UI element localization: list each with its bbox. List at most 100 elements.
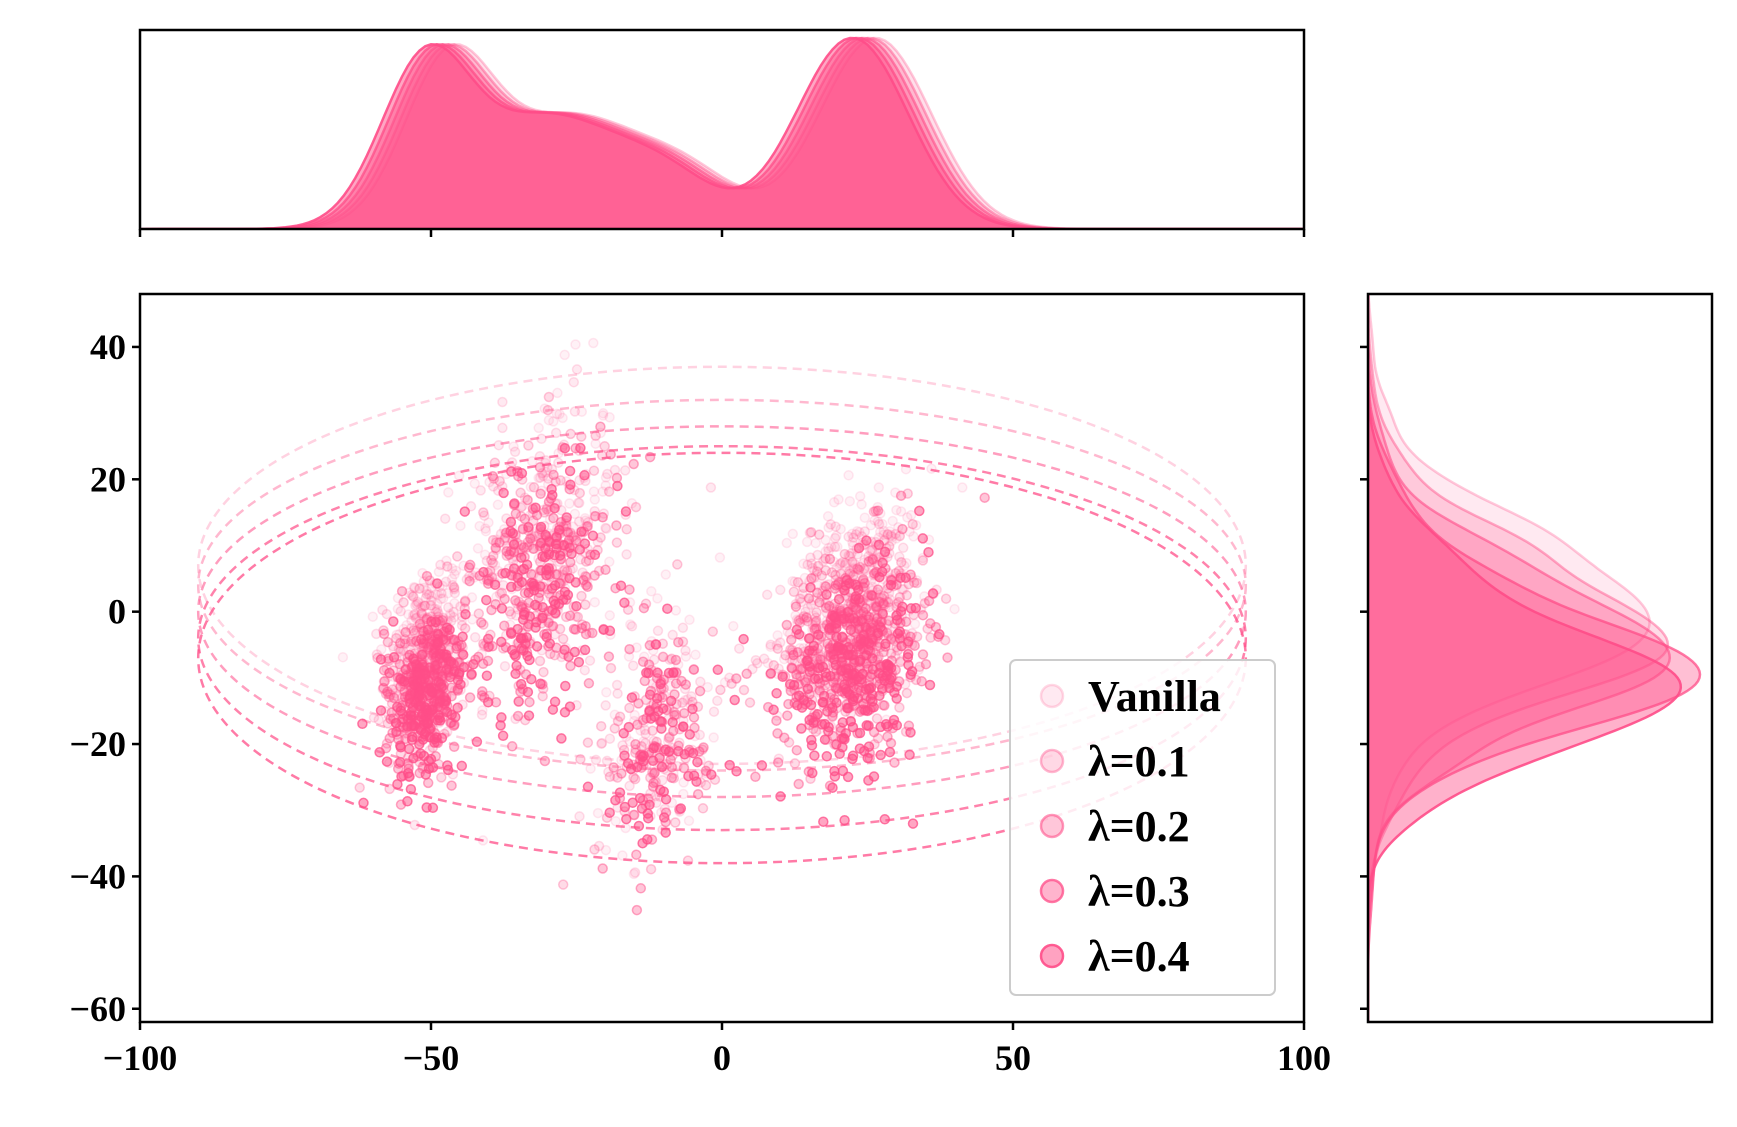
scatter-point <box>675 803 687 814</box>
scatter-point <box>564 701 576 712</box>
scatter-point <box>393 643 405 655</box>
scatter-point <box>841 686 853 698</box>
scatter-point <box>391 690 403 702</box>
scatter-point <box>868 611 880 623</box>
scatter-point <box>789 758 801 769</box>
scatter-point <box>381 756 393 767</box>
scatter-point <box>391 726 402 737</box>
scatter-point <box>612 772 623 783</box>
scatter-point <box>484 476 495 488</box>
scatter-point <box>784 653 796 665</box>
scatter-point <box>429 603 440 615</box>
scatter-point <box>686 691 697 702</box>
scatter-point <box>539 507 550 518</box>
scatter-point <box>670 605 682 616</box>
scatter-point <box>501 546 512 557</box>
scatter-point <box>628 868 640 880</box>
scatter-point <box>787 647 799 658</box>
scatter-point <box>536 485 547 496</box>
scatter-point <box>862 590 874 602</box>
scatter-point <box>476 690 488 701</box>
scatter-point <box>575 753 586 765</box>
scatter-point <box>559 564 570 576</box>
scatter-point <box>522 536 534 548</box>
scatter-point <box>570 339 581 350</box>
scatter-point <box>792 664 803 676</box>
scatter-point <box>409 610 420 622</box>
scatter-point <box>694 729 706 741</box>
scatter-point <box>761 589 773 601</box>
scatter-point <box>873 482 885 493</box>
scatter-point <box>457 649 469 660</box>
scatter-point <box>853 542 865 554</box>
scatter-point <box>512 572 523 583</box>
scatter-point <box>646 586 657 597</box>
scatter-point <box>752 658 763 669</box>
scatter-point <box>781 537 793 549</box>
scatter-point <box>850 594 861 605</box>
scatter-point <box>589 549 601 561</box>
scatter-point <box>452 674 464 686</box>
scatter-point <box>640 598 652 610</box>
scatter-point <box>853 671 864 683</box>
scatter-point <box>890 528 901 540</box>
scatter-point <box>555 475 566 486</box>
top-density-curves <box>140 36 1304 229</box>
scatter-point <box>406 589 418 601</box>
scatter-point <box>882 731 893 742</box>
scatter-point <box>411 622 423 633</box>
scatter-point <box>833 494 844 505</box>
scatter-point <box>790 601 802 612</box>
scatter-point <box>390 683 402 694</box>
scatter-point <box>791 744 803 756</box>
scatter-point <box>786 663 798 674</box>
scatter-point <box>405 638 416 650</box>
scatter-point <box>907 818 919 829</box>
scatter-point <box>783 737 795 748</box>
scatter-point <box>495 720 506 731</box>
scatter-point <box>822 638 833 649</box>
scatter-point <box>868 601 880 612</box>
scatter-point <box>436 588 447 599</box>
scatter-point <box>337 651 349 663</box>
scatter-point <box>446 573 458 585</box>
scatter-point <box>652 593 663 604</box>
scatter-point <box>638 651 650 663</box>
scatter-point <box>496 587 508 599</box>
scatter-point <box>719 677 731 688</box>
scatter-point <box>854 743 866 754</box>
scatter-point <box>554 623 566 635</box>
scatter-point <box>509 498 520 509</box>
scatter-point <box>411 599 423 610</box>
scatter-point <box>438 612 449 623</box>
scatter-point <box>469 478 481 489</box>
scatter-point <box>495 528 507 540</box>
scatter-point <box>477 686 488 697</box>
scatter-point <box>411 612 423 623</box>
scatter-point <box>791 614 803 625</box>
scatter-point <box>494 537 505 548</box>
scatter-point <box>610 795 621 806</box>
scatter-point <box>448 612 460 623</box>
scatter-point <box>382 686 393 697</box>
scatter-point <box>549 649 560 661</box>
scatter-point <box>438 661 449 672</box>
scatter-point <box>672 559 683 570</box>
scatter-point <box>590 430 601 442</box>
scatter-point <box>672 659 684 670</box>
scatter-point <box>784 679 796 690</box>
scatter-point <box>712 664 724 676</box>
scatter-point <box>798 611 809 622</box>
scatter-point <box>707 626 719 637</box>
scatter-point <box>825 519 837 530</box>
scatter-point <box>534 462 546 473</box>
scatter-point <box>486 604 497 616</box>
scatter-point <box>619 801 631 813</box>
scatter-point <box>786 634 797 646</box>
scatter-point <box>590 754 602 766</box>
scatter-point <box>680 679 692 690</box>
scatter-point <box>439 513 451 524</box>
scatter-point <box>442 587 454 599</box>
scatter-point <box>828 497 840 508</box>
